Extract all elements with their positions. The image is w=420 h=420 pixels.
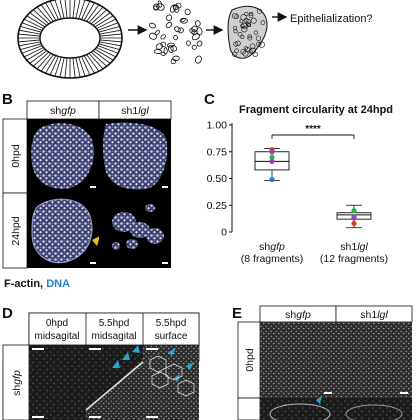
panel-b-letter: B (2, 91, 13, 108)
aggregate-drawing (227, 5, 268, 59)
panel-c-chart: C Fragment circularity at 24hpd 0 0.25 0.5… (204, 91, 393, 265)
y-tick-label: 0.25 (207, 200, 228, 212)
col-header-shlgl: sh1lgl (121, 105, 149, 117)
micrograph-e-shgfp-0hpd (260, 322, 336, 398)
cyst-ring-drawing (17, 0, 123, 79)
data-point (351, 220, 357, 227)
fragments-shlgl-24hpd (112, 204, 164, 250)
data-point (269, 158, 275, 164)
x-label-shgfp: shgfp (259, 241, 285, 253)
scale-bar (162, 186, 168, 188)
micrograph-e-shgfp-row2 (260, 398, 336, 420)
scale-bar (400, 392, 408, 394)
e-col-header-shgfp: shgfp (285, 309, 311, 321)
y-tick-label: 1.00 (207, 120, 228, 132)
scale-bar (32, 348, 44, 350)
data-point (269, 154, 275, 160)
panel-e-letter: E (232, 305, 242, 322)
data-point (351, 208, 357, 214)
arrow-icon (122, 352, 130, 360)
arrow-icon (174, 374, 180, 382)
e-col-header-shlgl: sh1lgl (360, 309, 388, 321)
scale-bar (89, 348, 101, 350)
arrow-icon (186, 362, 194, 370)
x-sublabel-shgfp: (8 fragments) (241, 253, 303, 265)
tissue-shgfp-24hpd (31, 198, 93, 264)
d-row-label: shgfp (11, 370, 23, 396)
panel-d-letter: D (2, 305, 13, 322)
surface-cell-outlines (149, 355, 195, 397)
panel-b: B shgfp sh1lgl 0hpd 24hpd (2, 91, 172, 290)
blue-arrows (112, 345, 194, 382)
yellow-arrowhead-icon (92, 236, 100, 246)
x-label-shlgl: sh1lgl (340, 241, 368, 253)
scale-bar (90, 186, 96, 188)
y-tick-label: 0 (221, 227, 227, 239)
arrow-icon (316, 396, 322, 404)
y-tick-label: 0.50 (207, 173, 228, 185)
panel-e: E shgfp sh1lgl 0hpd (232, 305, 413, 420)
d-header-2-line2: surface (155, 331, 188, 342)
d-header-0-line2: midsagital (34, 331, 79, 342)
d-header-1-line1: 5.5hpd (99, 318, 130, 329)
col-header-shgfp: shgfp (50, 105, 76, 117)
panel-c-letter: C (204, 91, 215, 108)
row-label-0hpd: 0hpd (10, 144, 22, 168)
row-box-24hpd (2, 192, 28, 269)
micrograph-e-shlgl-row2 (336, 398, 412, 420)
x-sublabel-shlgl: (12 fragments) (320, 253, 388, 265)
significance-bracket: **** (271, 124, 355, 139)
tissue-shlgl-0hpd (103, 122, 168, 190)
panel-a-schematic: Epithelialization? (17, 0, 373, 79)
e-row-label-0hpd: 0hpd (244, 348, 256, 372)
chart-title: Fragment circularity at 24hpd (239, 104, 393, 116)
scale-bar (324, 392, 332, 394)
micrograph-d-0hpd-midsagital (29, 345, 86, 420)
data-point (269, 149, 275, 155)
row-box-0hpd (2, 118, 28, 194)
arrow-icon (168, 348, 176, 356)
panel-d: D 0hpd midsagital 5.5hpd midsagital 5.5h… (2, 305, 200, 420)
d-header-1-line2: midsagital (91, 331, 136, 342)
d-header-0-line1: 0hpd (46, 318, 68, 329)
dissociated-cells-drawing (148, 0, 203, 65)
stain-legend: F-actin, DNA (4, 278, 70, 290)
arrow-icon (112, 360, 120, 368)
significance-label: **** (305, 124, 321, 135)
epithelialization-label: Epithelialization? (290, 13, 373, 25)
scale-bar (146, 348, 158, 350)
micrograph-e-shlgl-0hpd (336, 322, 412, 398)
tissue-shgfp-0hpd (31, 123, 94, 189)
scale-bar (90, 262, 96, 264)
data-point (269, 176, 275, 183)
scale-bar (162, 262, 168, 264)
data-point (351, 215, 357, 221)
arrow-icon (132, 345, 140, 353)
d-header-2-line1: 5.5hpd (156, 318, 187, 329)
y-tick-label: 0.75 (207, 146, 228, 158)
row-label-24hpd: 24hpd (10, 216, 22, 245)
